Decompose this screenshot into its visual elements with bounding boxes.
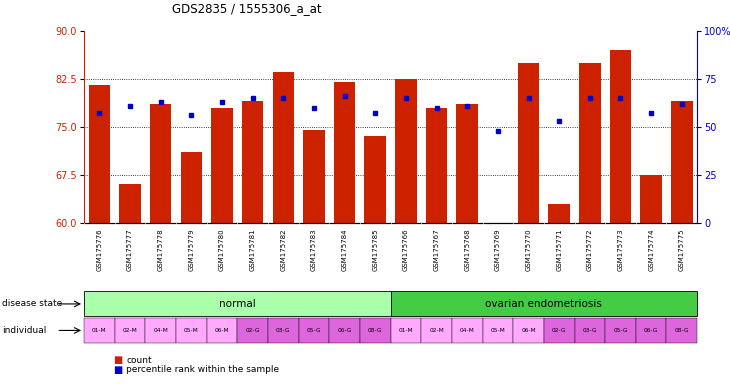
- Text: GSM175779: GSM175779: [188, 228, 194, 271]
- Bar: [303, 130, 325, 223]
- Bar: [364, 136, 386, 223]
- Text: 05-M: 05-M: [491, 328, 505, 333]
- Text: 04-M: 04-M: [460, 328, 474, 333]
- Text: GSM175767: GSM175767: [434, 228, 439, 271]
- Bar: [513, 318, 544, 343]
- Text: GSM175775: GSM175775: [679, 228, 685, 271]
- Bar: [640, 175, 662, 223]
- Text: GSM175780: GSM175780: [219, 228, 225, 271]
- Bar: [391, 318, 421, 343]
- Bar: [211, 108, 233, 223]
- Text: normal: normal: [219, 299, 256, 309]
- Text: 05-M: 05-M: [184, 328, 199, 333]
- Bar: [237, 318, 268, 343]
- Bar: [242, 101, 264, 223]
- Text: 01-M: 01-M: [399, 328, 413, 333]
- Bar: [421, 318, 452, 343]
- Text: GSM175784: GSM175784: [342, 228, 347, 271]
- Bar: [299, 318, 329, 343]
- Text: GSM175772: GSM175772: [587, 228, 593, 271]
- Text: GSM175769: GSM175769: [495, 228, 501, 271]
- Text: GSM175770: GSM175770: [526, 228, 531, 271]
- Bar: [360, 318, 391, 343]
- Text: ■: ■: [113, 365, 123, 375]
- Text: GSM175768: GSM175768: [464, 228, 470, 271]
- Text: 04-M: 04-M: [153, 328, 168, 333]
- Bar: [395, 79, 417, 223]
- Text: 05-G: 05-G: [613, 328, 628, 333]
- Text: 06-M: 06-M: [521, 328, 536, 333]
- Bar: [426, 108, 447, 223]
- Text: 08-G: 08-G: [368, 328, 383, 333]
- Text: 03-G: 03-G: [583, 328, 597, 333]
- Bar: [456, 104, 478, 223]
- Text: 02-G: 02-G: [552, 328, 566, 333]
- Bar: [115, 318, 145, 343]
- Text: ovarian endometriosis: ovarian endometriosis: [485, 299, 602, 309]
- Bar: [84, 318, 115, 343]
- Text: 02-G: 02-G: [245, 328, 260, 333]
- Bar: [671, 101, 693, 223]
- Text: 06-M: 06-M: [215, 328, 229, 333]
- Bar: [145, 318, 176, 343]
- Bar: [119, 184, 141, 223]
- Text: GSM175785: GSM175785: [372, 228, 378, 271]
- Text: GDS2835 / 1555306_a_at: GDS2835 / 1555306_a_at: [172, 2, 321, 15]
- Bar: [88, 85, 110, 223]
- Text: count: count: [126, 356, 152, 365]
- Bar: [452, 318, 483, 343]
- Bar: [548, 204, 570, 223]
- Bar: [84, 291, 391, 316]
- Text: 05-G: 05-G: [307, 328, 321, 333]
- Text: ■: ■: [113, 355, 123, 365]
- Bar: [518, 63, 539, 223]
- Bar: [605, 318, 636, 343]
- Text: GSM175778: GSM175778: [158, 228, 164, 271]
- Text: GSM175777: GSM175777: [127, 228, 133, 271]
- Bar: [150, 104, 172, 223]
- Text: individual: individual: [2, 326, 47, 335]
- Text: GSM175774: GSM175774: [648, 228, 654, 271]
- Text: 03-G: 03-G: [276, 328, 291, 333]
- Text: GSM175776: GSM175776: [96, 228, 102, 271]
- Text: GSM175773: GSM175773: [618, 228, 623, 271]
- Text: disease state: disease state: [2, 300, 63, 308]
- Text: GSM175783: GSM175783: [311, 228, 317, 271]
- Text: 06-G: 06-G: [644, 328, 658, 333]
- Bar: [579, 63, 601, 223]
- Text: GSM175781: GSM175781: [250, 228, 256, 271]
- Text: 08-G: 08-G: [675, 328, 689, 333]
- Bar: [666, 318, 697, 343]
- Text: GSM175771: GSM175771: [556, 228, 562, 271]
- Text: 02-M: 02-M: [123, 328, 137, 333]
- Text: 01-M: 01-M: [92, 328, 107, 333]
- Bar: [391, 291, 697, 316]
- Text: GSM175782: GSM175782: [280, 228, 286, 271]
- Bar: [544, 318, 575, 343]
- Bar: [268, 318, 299, 343]
- Bar: [207, 318, 237, 343]
- Text: GSM175766: GSM175766: [403, 228, 409, 271]
- Text: 06-G: 06-G: [337, 328, 352, 333]
- Text: percentile rank within the sample: percentile rank within the sample: [126, 365, 280, 374]
- Bar: [329, 318, 360, 343]
- Bar: [180, 152, 202, 223]
- Bar: [483, 318, 513, 343]
- Bar: [334, 82, 356, 223]
- Bar: [176, 318, 207, 343]
- Bar: [636, 318, 666, 343]
- Bar: [575, 318, 605, 343]
- Bar: [610, 50, 631, 223]
- Text: 02-M: 02-M: [429, 328, 444, 333]
- Bar: [272, 72, 294, 223]
